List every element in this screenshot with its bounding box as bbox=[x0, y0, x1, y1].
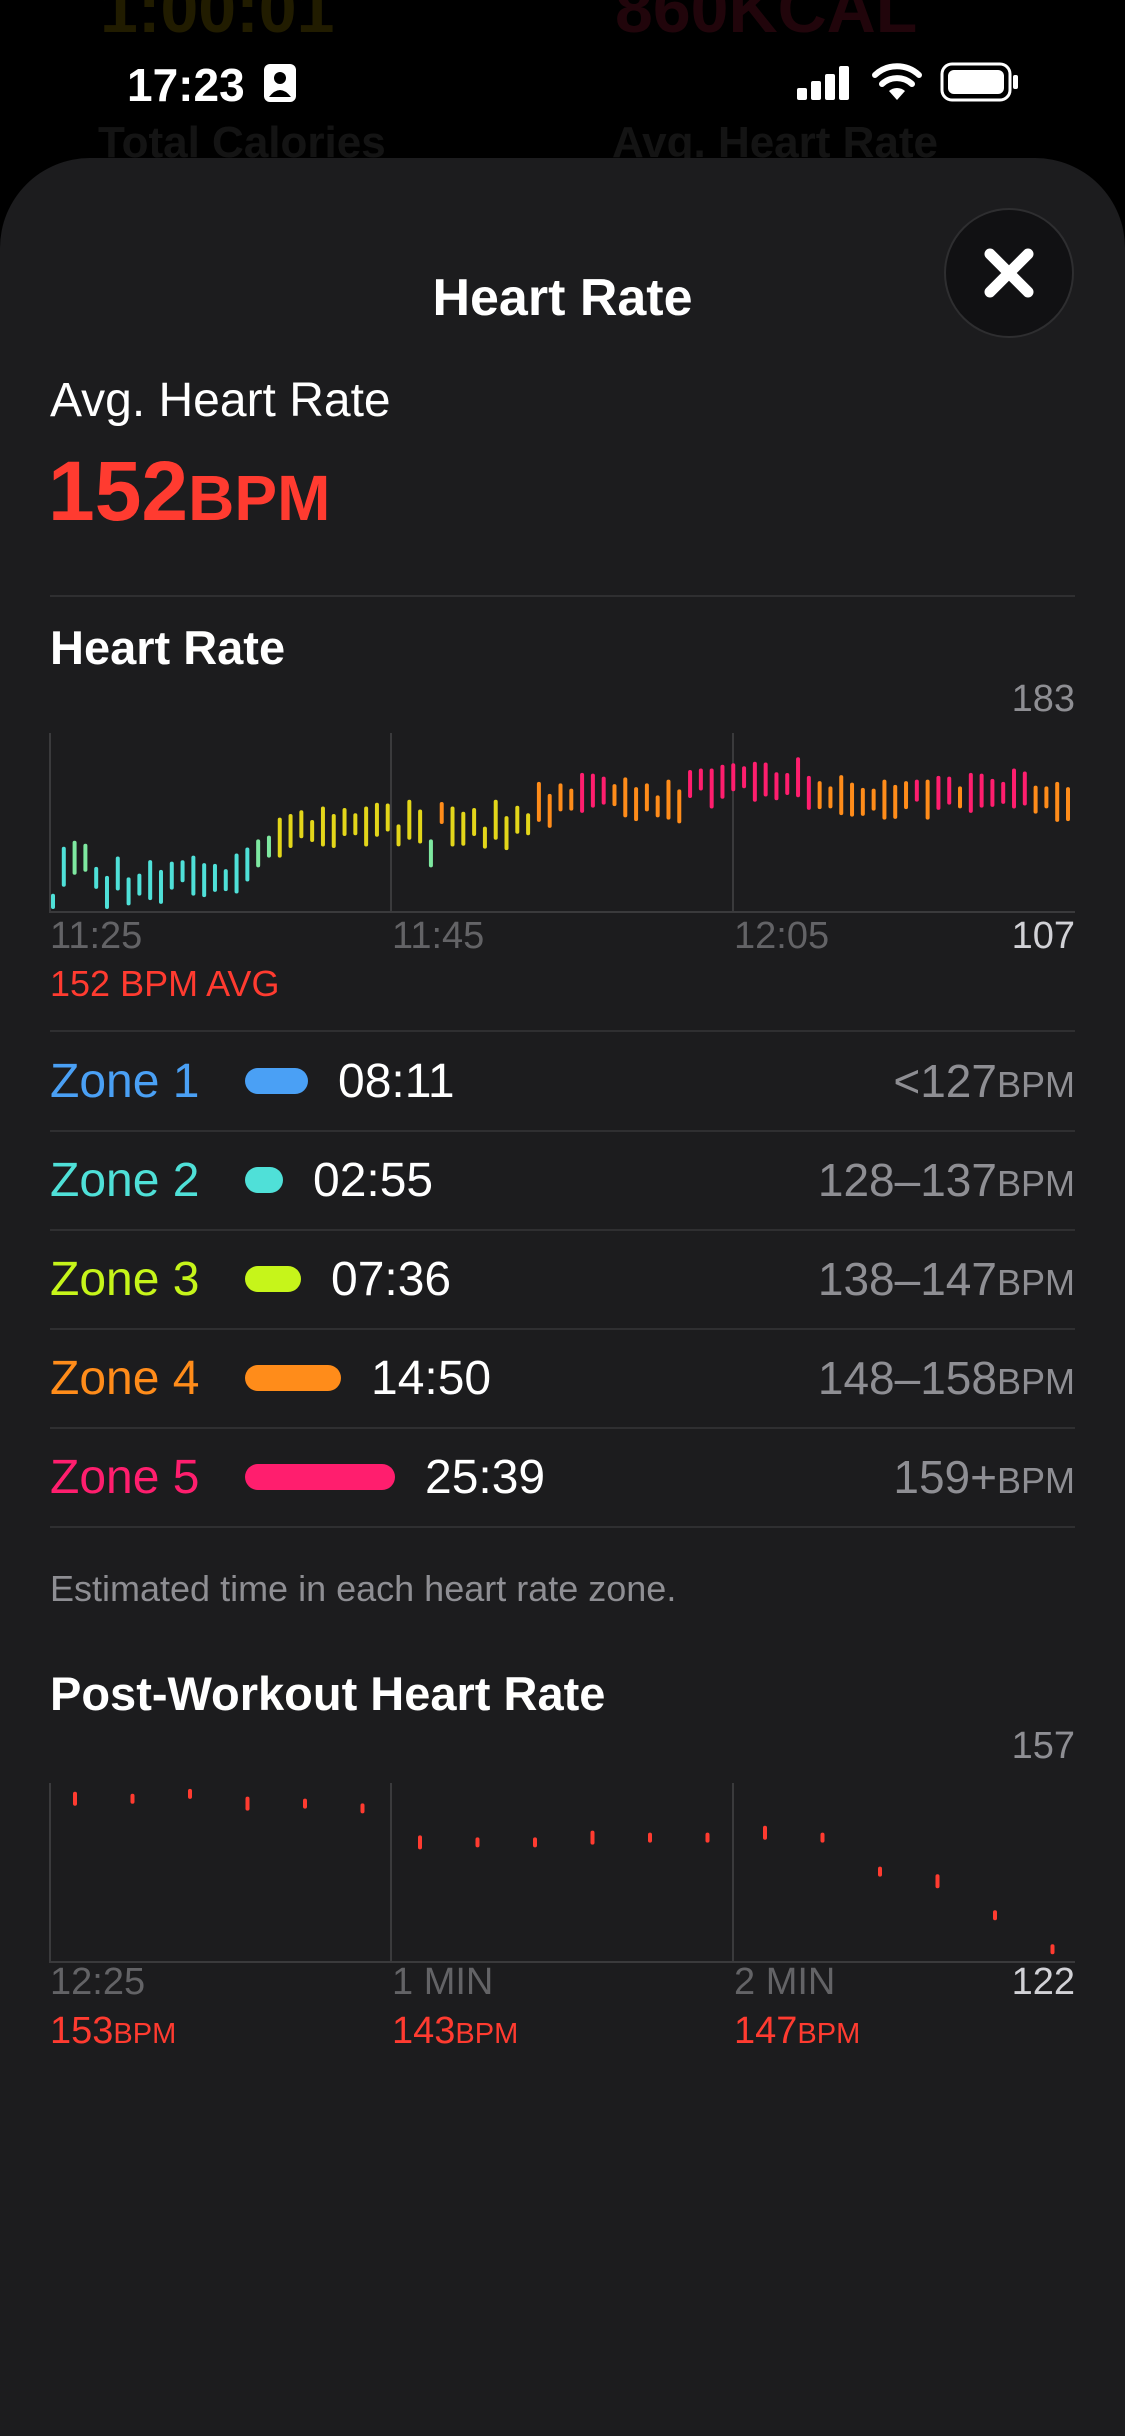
avg-heart-rate-unit: BPM bbox=[188, 462, 331, 534]
zone-time: 02:55 bbox=[313, 1154, 434, 1207]
pw-reading-value: 143 bbox=[392, 2010, 456, 2052]
hr-y-max-label: 183 bbox=[1011, 678, 1075, 720]
close-button[interactable] bbox=[944, 208, 1074, 338]
pw-reading-3: 147BPM bbox=[734, 2010, 860, 2053]
zone-range-value: 138–147 bbox=[817, 1253, 997, 1305]
background-value-left: 1:00:01 bbox=[100, 0, 335, 47]
zone-time: 25:39 bbox=[425, 1451, 546, 1504]
hr-x-label-1: 11:25 bbox=[50, 915, 143, 957]
zone-time: 07:36 bbox=[331, 1253, 452, 1306]
zone-range: 128–137BPM bbox=[818, 1153, 1075, 1207]
zone-name: Zone 5 bbox=[50, 1451, 200, 1504]
zone-name: Zone 3 bbox=[50, 1253, 200, 1306]
heart-rate-chart-title: Heart Rate bbox=[50, 621, 286, 674]
zone-range-unit: BPM bbox=[996, 1262, 1075, 1303]
zone-row: Zone 5 25:39 159+BPM bbox=[50, 1428, 1075, 1526]
zone-range-unit: BPM bbox=[996, 1064, 1075, 1105]
hr-y-min-label: 107 bbox=[1011, 915, 1075, 957]
zone-range-value: 159+ bbox=[893, 1451, 997, 1503]
divider bbox=[50, 1030, 1075, 1032]
pw-reading-unit: BPM bbox=[455, 2018, 519, 2050]
zones-note: Estimated time in each heart rate zone. bbox=[50, 1568, 677, 1609]
divider bbox=[50, 1427, 1075, 1429]
avg-heart-rate-number: 152 bbox=[48, 444, 189, 538]
background-value-right: 860KCAL bbox=[615, 0, 918, 47]
pw-x-label-1: 12:25 bbox=[50, 1961, 146, 2003]
pw-y-min-label: 122 bbox=[1011, 1961, 1075, 2003]
divider bbox=[50, 1526, 1075, 1528]
zone-row: Zone 4 14:50 148–158BPM bbox=[50, 1329, 1075, 1427]
pw-reading-value: 153 bbox=[50, 2010, 114, 2052]
zone-range-unit: BPM bbox=[996, 1361, 1075, 1402]
pw-reading-unit: BPM bbox=[797, 2018, 861, 2050]
zone-range-value: 128–137 bbox=[817, 1154, 997, 1206]
zone-name: Zone 4 bbox=[50, 1352, 200, 1405]
avg-heart-rate-value: 152BPM bbox=[48, 443, 330, 540]
zone-time: 14:50 bbox=[371, 1352, 492, 1405]
divider bbox=[50, 1328, 1075, 1330]
zone-range-unit: BPM bbox=[996, 1163, 1075, 1204]
contact-card-icon bbox=[264, 64, 296, 102]
divider bbox=[50, 595, 1075, 597]
hr-x-label-2: 11:45 bbox=[392, 915, 485, 957]
battery-icon bbox=[940, 62, 1018, 102]
status-bar: 17:23 bbox=[0, 0, 1125, 160]
zone-name: Zone 2 bbox=[50, 1154, 200, 1207]
pw-reading-2: 143BPM bbox=[392, 2010, 518, 2053]
wifi-icon bbox=[872, 63, 922, 100]
divider bbox=[50, 1229, 1075, 1231]
heart-rate-sheet: Heart Rate Avg. Heart Rate 152BPM Heart … bbox=[0, 158, 1125, 2436]
zone-bar bbox=[245, 1167, 283, 1193]
sheet-title: Heart Rate bbox=[432, 269, 693, 327]
zone-row: Zone 2 02:55 128–137BPM bbox=[50, 1131, 1075, 1229]
zone-bar bbox=[245, 1068, 308, 1094]
status-time: 17:23 bbox=[127, 59, 245, 111]
pw-x-label-2: 1 MIN bbox=[392, 1961, 494, 2003]
zone-range: 148–158BPM bbox=[818, 1351, 1075, 1405]
zone-range-value: <127 bbox=[893, 1055, 997, 1107]
cellular-signal-icon bbox=[797, 66, 849, 100]
zone-name: Zone 1 bbox=[50, 1055, 200, 1108]
pw-x-label-3: 2 MIN bbox=[734, 1961, 836, 2003]
zone-row: Zone 1 08:11 <127BPM bbox=[50, 1032, 1075, 1130]
pw-reading-value: 147 bbox=[734, 2010, 798, 2052]
zone-range: <127BPM bbox=[893, 1054, 1075, 1108]
post-workout-chart bbox=[49, 1783, 1075, 1963]
post-workout-title: Post-Workout Heart Rate bbox=[50, 1667, 606, 1720]
hr-average-label: 152 BPM AVG bbox=[50, 963, 280, 1004]
zone-bar bbox=[245, 1464, 395, 1490]
close-icon bbox=[984, 248, 1034, 298]
pw-y-max-label: 157 bbox=[1011, 1725, 1075, 1767]
zone-range: 159+BPM bbox=[893, 1450, 1075, 1504]
zone-row: Zone 3 07:36 138–147BPM bbox=[50, 1230, 1075, 1328]
zone-time: 08:11 bbox=[338, 1055, 455, 1108]
zone-bar bbox=[245, 1266, 301, 1292]
pw-reading-unit: BPM bbox=[113, 2018, 177, 2050]
divider bbox=[50, 1130, 1075, 1132]
pw-reading-1: 153BPM bbox=[50, 2010, 176, 2053]
avg-heart-rate-label: Avg. Heart Rate bbox=[50, 374, 391, 427]
zone-range-value: 148–158 bbox=[817, 1352, 997, 1404]
hr-x-label-3: 12:05 bbox=[734, 915, 830, 957]
zone-bar bbox=[245, 1365, 341, 1391]
zone-range: 138–147BPM bbox=[818, 1252, 1075, 1306]
heart-rate-chart bbox=[49, 733, 1075, 913]
zone-range-unit: BPM bbox=[996, 1460, 1075, 1501]
